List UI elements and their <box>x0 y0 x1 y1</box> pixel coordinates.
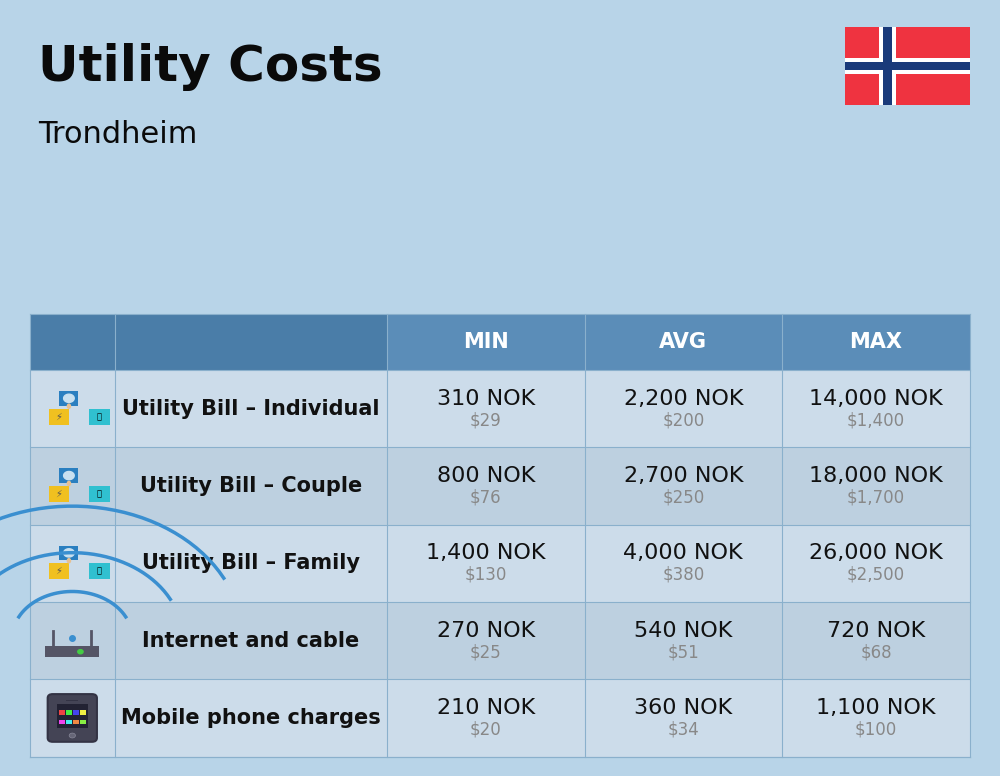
Bar <box>89 409 110 424</box>
Text: $68: $68 <box>860 643 892 661</box>
Text: 210 NOK: 210 NOK <box>437 698 535 718</box>
Bar <box>59 710 65 715</box>
Text: 800 NOK: 800 NOK <box>437 466 535 486</box>
Text: $20: $20 <box>470 721 502 739</box>
Bar <box>845 27 970 105</box>
Bar <box>59 391 78 406</box>
Text: $100: $100 <box>855 721 897 739</box>
Circle shape <box>78 650 83 653</box>
Bar <box>59 546 78 560</box>
Bar <box>30 525 970 602</box>
Text: 4,000 NOK: 4,000 NOK <box>623 543 743 563</box>
Text: 💧: 💧 <box>97 566 102 576</box>
Text: 1,400 NOK: 1,400 NOK <box>426 543 546 563</box>
Text: Mobile phone charges: Mobile phone charges <box>121 708 381 728</box>
Bar <box>57 705 88 729</box>
Text: $34: $34 <box>667 721 699 739</box>
Text: 310 NOK: 310 NOK <box>437 389 535 409</box>
Bar <box>883 27 892 105</box>
Text: $200: $200 <box>662 411 704 429</box>
Text: Internet and cable: Internet and cable <box>142 631 360 650</box>
Bar <box>59 468 78 483</box>
Bar <box>30 448 970 525</box>
Bar <box>66 710 72 715</box>
Text: 540 NOK: 540 NOK <box>634 621 732 641</box>
Text: $250: $250 <box>662 489 704 507</box>
Text: 360 NOK: 360 NOK <box>634 698 732 718</box>
Text: Utility Costs: Utility Costs <box>38 43 383 91</box>
Text: 270 NOK: 270 NOK <box>437 621 535 641</box>
Bar <box>879 27 896 105</box>
Bar <box>45 646 99 657</box>
Bar <box>30 602 970 679</box>
Bar <box>59 719 65 724</box>
Bar <box>845 58 970 74</box>
Bar <box>845 61 970 71</box>
Bar <box>73 719 79 724</box>
Text: Utility Bill – Couple: Utility Bill – Couple <box>140 476 362 496</box>
Text: AVG: AVG <box>659 332 707 352</box>
Bar <box>80 719 86 724</box>
Polygon shape <box>64 549 74 557</box>
Bar <box>49 486 69 502</box>
Text: MAX: MAX <box>849 332 902 352</box>
Bar <box>49 409 69 424</box>
Text: ⚡: ⚡ <box>55 566 62 577</box>
Text: Utility Bill – Individual: Utility Bill – Individual <box>122 399 380 419</box>
Text: 26,000 NOK: 26,000 NOK <box>809 543 943 563</box>
Text: 2,700 NOK: 2,700 NOK <box>624 466 743 486</box>
Text: 1,100 NOK: 1,100 NOK <box>816 698 936 718</box>
Bar <box>49 563 69 579</box>
Text: $1,400: $1,400 <box>847 411 905 429</box>
Polygon shape <box>67 481 71 486</box>
Bar <box>66 719 72 724</box>
Text: 💧: 💧 <box>97 490 102 498</box>
Text: $1,700: $1,700 <box>847 489 905 507</box>
Text: $25: $25 <box>470 643 502 661</box>
Text: $2,500: $2,500 <box>847 566 905 584</box>
Bar <box>30 314 970 370</box>
Bar <box>66 700 78 702</box>
Polygon shape <box>64 394 74 403</box>
Text: 18,000 NOK: 18,000 NOK <box>809 466 943 486</box>
Text: $51: $51 <box>667 643 699 661</box>
Text: Trondheim: Trondheim <box>38 120 197 149</box>
Polygon shape <box>67 559 71 563</box>
FancyBboxPatch shape <box>48 694 97 742</box>
Text: $380: $380 <box>662 566 704 584</box>
Bar <box>73 710 79 715</box>
Bar <box>30 314 387 370</box>
Text: 14,000 NOK: 14,000 NOK <box>809 389 943 409</box>
Text: $76: $76 <box>470 489 502 507</box>
Text: ⚡: ⚡ <box>55 489 62 499</box>
Bar <box>89 486 110 502</box>
Text: 2,200 NOK: 2,200 NOK <box>624 389 743 409</box>
Text: $130: $130 <box>465 566 507 584</box>
Polygon shape <box>67 404 71 408</box>
Text: MIN: MIN <box>463 332 509 352</box>
Bar <box>30 370 970 448</box>
Text: 720 NOK: 720 NOK <box>827 621 925 641</box>
Bar <box>30 679 970 757</box>
Text: $29: $29 <box>470 411 502 429</box>
Text: 💧: 💧 <box>97 412 102 421</box>
Polygon shape <box>64 472 74 480</box>
Bar <box>89 563 110 579</box>
Circle shape <box>69 733 75 738</box>
Bar <box>80 710 86 715</box>
Text: ⚡: ⚡ <box>55 412 62 421</box>
Text: Utility Bill – Family: Utility Bill – Family <box>142 553 360 573</box>
